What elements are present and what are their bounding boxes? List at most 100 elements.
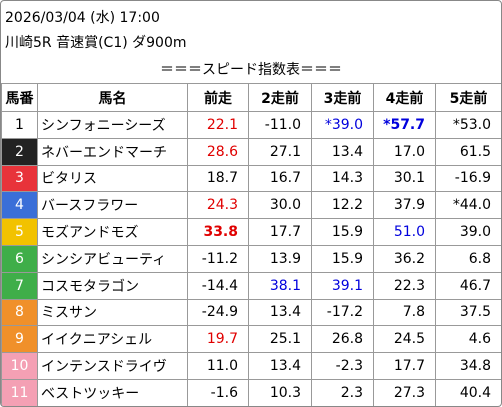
horse-name: コスモタラゴン xyxy=(37,271,188,300)
speed-index: -24.9 xyxy=(187,298,249,327)
horse-number: 5 xyxy=(1,218,38,246)
speed-index: *39.0 xyxy=(311,111,374,139)
speed-index: 28.6 xyxy=(187,137,249,166)
speed-index: 17.0 xyxy=(373,137,436,166)
speed-index: 19.7 xyxy=(187,325,249,354)
speed-index: 13.4 xyxy=(248,298,312,327)
speed-index: 4.6 xyxy=(435,325,501,354)
horse-row: 9 イイクニアシェル 19.7 25.1 26.8 24.5 4.6 xyxy=(1,325,501,354)
speed-index: 13.4 xyxy=(311,137,374,166)
speed-index: 38.1 xyxy=(248,271,312,300)
speed-index: 17.7 xyxy=(248,218,312,246)
speed-index: 6.8 xyxy=(435,244,501,273)
speed-index: -11.2 xyxy=(187,244,249,273)
speed-index: 61.5 xyxy=(435,137,501,166)
column-header: 前走 xyxy=(187,83,249,112)
horse-name: ビタリス xyxy=(37,164,188,193)
speed-index: 30.1 xyxy=(373,164,436,193)
speed-index: 14.3 xyxy=(311,164,374,193)
column-header: 5走前 xyxy=(435,83,501,112)
speed-index: 16.7 xyxy=(248,164,312,193)
horse-row: 11 ベストツッキー -1.6 10.3 2.3 27.3 40.4 xyxy=(1,378,501,406)
horse-name: イイクニアシェル xyxy=(37,325,188,354)
horse-number: 8 xyxy=(1,298,38,327)
speed-index: *53.0 xyxy=(435,111,501,139)
horse-row: 6 シンシアビューティ -11.2 13.9 15.9 36.2 6.8 xyxy=(1,244,501,273)
speed-index: 15.9 xyxy=(311,218,374,246)
speed-index: 26.8 xyxy=(311,325,374,354)
horse-row: 8 ミスサン -24.9 13.4 -17.2 7.8 37.5 xyxy=(1,298,501,327)
speed-index: 25.1 xyxy=(248,325,312,354)
header-row: 馬番 馬名 前走 2走前 3走前 4走前 5走前 xyxy=(1,83,501,112)
speed-index: 18.7 xyxy=(187,164,249,193)
speed-index: 27.1 xyxy=(248,137,312,166)
speed-index: 40.4 xyxy=(435,378,501,406)
column-header: 4走前 xyxy=(373,83,436,112)
speed-index: -14.4 xyxy=(187,271,249,300)
table-title: ＝＝＝スピード指数表＝＝＝ xyxy=(160,62,342,78)
column-header: 馬番 xyxy=(1,83,38,112)
speed-index: 15.9 xyxy=(311,244,374,273)
horse-number: 10 xyxy=(1,352,38,380)
horse-name: ミスサン xyxy=(37,298,188,327)
speed-index: 37.5 xyxy=(435,298,501,327)
speed-index: -11.0 xyxy=(248,111,312,139)
speed-index: 12.2 xyxy=(311,191,374,220)
speed-index: 10.3 xyxy=(248,378,312,406)
horse-row: 10 インテンスドライヴ 11.0 13.4 -2.3 17.7 34.8 xyxy=(1,352,501,380)
horse-number: 11 xyxy=(1,378,38,406)
speed-index: 39.1 xyxy=(311,271,374,300)
race-info: 川崎5R 音速賞(C1) ダ900m xyxy=(5,35,187,51)
horse-name: ネバーエンドマーチ xyxy=(37,137,188,166)
speed-index: 27.3 xyxy=(373,378,436,406)
horse-row: 2 ネバーエンドマーチ 28.6 27.1 13.4 17.0 61.5 xyxy=(1,137,501,166)
speed-index: 2.3 xyxy=(311,378,374,406)
speed-index: -16.9 xyxy=(435,164,501,193)
horse-row: 5 モズアンドモズ 33.8 17.7 15.9 51.0 39.0 xyxy=(1,218,501,246)
speed-index: 13.9 xyxy=(248,244,312,273)
speed-index: 37.9 xyxy=(373,191,436,220)
horse-name: ベストツッキー xyxy=(37,378,188,406)
horse-row: 1 シンフォニーシーズ 22.1 -11.0 *39.0 *57.7 *53.0 xyxy=(1,111,501,139)
speed-table: 馬番 馬名 前走 2走前 3走前 4走前 5走前 1 シンフォニーシーズ 22.1 -11.0 *3… xyxy=(1,83,501,406)
speed-index: 46.7 xyxy=(435,271,501,300)
horse-number: 7 xyxy=(1,271,38,300)
speed-index: 22.1 xyxy=(187,111,249,139)
speed-index: *57.7 xyxy=(373,111,436,139)
speed-index: 11.0 xyxy=(187,352,249,380)
speed-index: 33.8 xyxy=(187,218,249,246)
horse-number: 2 xyxy=(1,137,38,166)
horse-number: 3 xyxy=(1,164,38,193)
horse-name: バースフラワー xyxy=(37,191,188,220)
speed-index: -17.2 xyxy=(311,298,374,327)
speed-index: 7.8 xyxy=(373,298,436,327)
speed-index: -1.6 xyxy=(187,378,249,406)
horse-row: 3 ビタリス 18.7 16.7 14.3 30.1 -16.9 xyxy=(1,164,501,193)
horse-name: モズアンドモズ xyxy=(37,218,188,246)
column-header: 馬名 xyxy=(37,83,188,112)
horse-name: シンシアビューティ xyxy=(37,244,188,273)
speed-index: 17.7 xyxy=(373,352,436,380)
horse-row: 7 コスモタラゴン -14.4 38.1 39.1 22.3 46.7 xyxy=(1,271,501,300)
horse-name: インテンスドライヴ xyxy=(37,352,188,380)
speed-index: 36.2 xyxy=(373,244,436,273)
horse-number: 9 xyxy=(1,325,38,354)
speed-index: 39.0 xyxy=(435,218,501,246)
speed-index: 51.0 xyxy=(373,218,436,246)
speed-index: 24.5 xyxy=(373,325,436,354)
speed-index: 34.8 xyxy=(435,352,501,380)
speed-index: 22.3 xyxy=(373,271,436,300)
horse-number: 4 xyxy=(1,191,38,220)
column-header: 2走前 xyxy=(248,83,312,112)
speed-index: 24.3 xyxy=(187,191,249,220)
speed-index: -2.3 xyxy=(311,352,374,380)
datetime: 2026/03/04 (水) 17:00 xyxy=(5,10,160,26)
speed-index: *44.0 xyxy=(435,191,501,220)
horse-row: 4 バースフラワー 24.3 30.0 12.2 37.9 *44.0 xyxy=(1,191,501,220)
horse-number: 6 xyxy=(1,244,38,273)
column-header: 3走前 xyxy=(311,83,374,112)
horse-name: シンフォニーシーズ xyxy=(37,111,188,139)
speed-index: 30.0 xyxy=(248,191,312,220)
speed-index: 13.4 xyxy=(248,352,312,380)
